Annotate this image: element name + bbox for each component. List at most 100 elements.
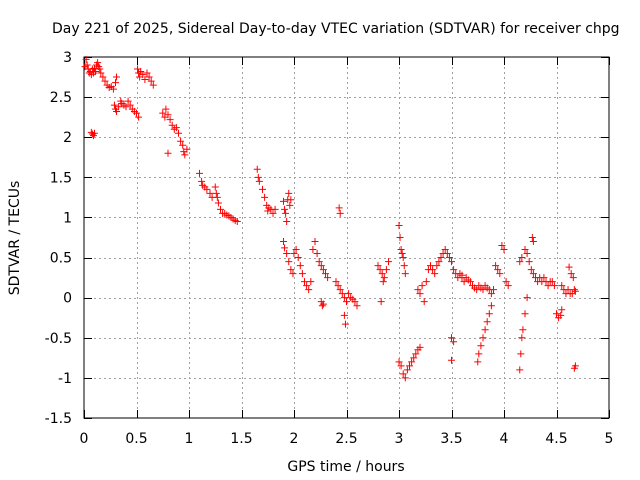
data-point [399,254,407,262]
data-point [164,149,172,157]
data-point [290,250,298,258]
data-point [109,85,117,93]
data-point [255,177,263,185]
data-point [519,326,527,334]
data-point [412,350,420,358]
data-point [398,250,406,258]
data-point [544,282,552,290]
x-tick-label: 3.5 [440,431,462,447]
data-point [211,183,219,191]
data-point [280,197,287,205]
data-point [374,262,382,270]
x-tick-label: 4 [500,431,509,447]
data-point [557,311,565,319]
data-point [517,350,525,358]
data-point [112,79,119,87]
data-point [525,258,533,266]
data-point [309,246,317,254]
data-point [571,362,579,370]
y-tick-labels: -1.5 -1 -0.5 0 0.5 1 1.5 2 2.5 3 [45,50,72,427]
data-point [166,116,174,124]
data-point [450,338,458,346]
data-point [418,282,426,290]
data-point [570,286,578,294]
data-point [338,290,346,298]
data-point [253,165,261,173]
y-tick-label: -1 [58,371,72,387]
data-point [159,109,167,117]
data-point [322,270,329,278]
x-tick-label: 1 [185,431,194,447]
data-point [385,258,392,266]
y-tick-label: 1.5 [50,170,72,186]
data-point [296,262,304,270]
data-point [280,238,287,246]
data-point [340,294,348,302]
y-tick-label: 2.5 [50,90,72,106]
data-point [427,262,434,270]
data-point [254,173,262,181]
data-point [213,193,221,201]
data-point [527,266,535,274]
data-point [141,75,149,83]
data-point [113,73,121,81]
data-point [422,278,430,286]
data-point [110,101,118,109]
data-point [448,334,455,342]
x-tick-label: 5 [605,431,614,447]
data-point [281,244,289,252]
data-point [99,73,107,81]
data-point [336,209,344,217]
data-point [564,286,572,294]
data-point [298,270,306,278]
data-point [529,238,537,246]
data-point [445,254,453,262]
data-point [431,270,439,278]
data-point [397,246,405,254]
data-point [271,205,279,213]
data-point [408,358,416,366]
axis-ticks [84,57,610,419]
data-point [115,103,123,111]
data-point [529,270,537,278]
x-tick-label: 0 [80,431,89,447]
data-point [414,286,422,294]
data-point [492,262,500,270]
data-point [269,209,277,217]
data-point [92,67,100,75]
y-tick-label: 0 [63,291,72,307]
data-point [283,217,291,225]
data-point [567,270,575,278]
data-point [558,306,566,314]
data-point [311,238,319,246]
y-axis-label: SDTVAR / TECUs [7,181,23,296]
data-point [377,298,385,306]
data-point [315,258,323,266]
data-points [81,55,579,382]
data-point [441,246,449,254]
data-point [324,274,332,282]
data-point [416,343,424,351]
data-point [294,254,302,262]
data-point [94,59,102,67]
data-point [382,266,390,274]
data-point [475,350,483,358]
data-point [460,278,468,286]
data-point [162,105,170,113]
data-point [177,137,185,145]
data-point [113,108,121,116]
data-point [336,286,344,294]
data-point [416,290,424,298]
data-point [474,358,482,366]
data-point [343,298,350,306]
data-point [420,298,428,306]
data-point [282,209,290,217]
x-tick-label: 1.5 [230,431,252,447]
data-point [396,234,404,241]
data-point [401,374,409,382]
data-point [490,286,497,294]
data-point [450,266,458,274]
data-point [133,109,140,117]
data-point [313,250,321,258]
data-point [97,69,105,77]
